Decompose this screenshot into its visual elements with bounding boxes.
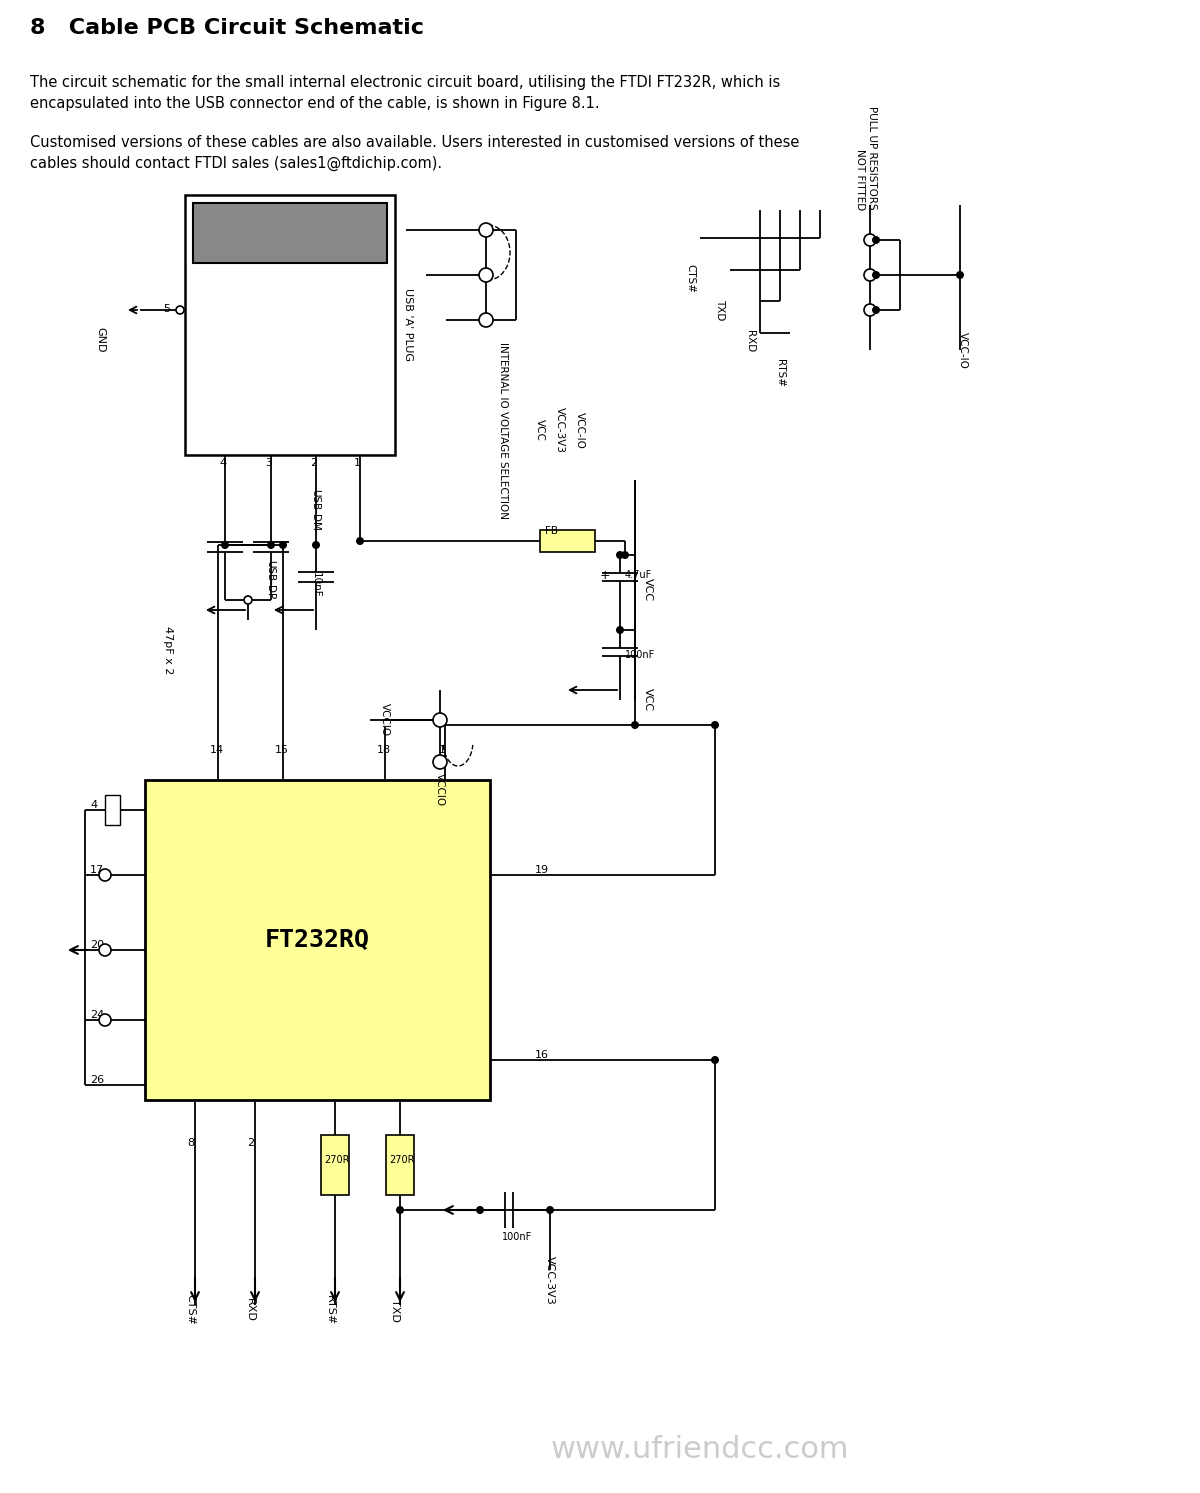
Text: 8   Cable PCB Circuit Schematic: 8 Cable PCB Circuit Schematic (30, 18, 424, 37)
Text: +: + (600, 569, 611, 582)
Circle shape (872, 236, 880, 243)
Text: 3: 3 (265, 458, 272, 467)
Text: RTS#: RTS# (775, 358, 785, 387)
Circle shape (631, 721, 640, 729)
Circle shape (98, 944, 112, 956)
Text: VCC-3V3: VCC-3V3 (545, 1256, 554, 1305)
Text: 24: 24 (90, 1009, 104, 1020)
Text: 270R: 270R (324, 1156, 349, 1165)
Text: 4.7uF: 4.7uF (625, 570, 653, 579)
Circle shape (872, 306, 880, 314)
Bar (540, 530, 595, 552)
Text: FT232RQ: FT232RQ (264, 929, 370, 953)
Circle shape (864, 305, 876, 317)
Text: 18: 18 (377, 745, 391, 755)
Circle shape (956, 272, 964, 279)
Text: 1: 1 (439, 745, 446, 755)
Text: GND: GND (95, 327, 106, 352)
Bar (322, 1135, 349, 1194)
Text: USB-DM: USB-DM (310, 490, 320, 532)
Circle shape (266, 540, 275, 549)
Text: 5: 5 (163, 305, 170, 314)
Text: www.ufriendcc.com: www.ufriendcc.com (551, 1435, 850, 1465)
Text: FB: FB (545, 526, 558, 536)
Circle shape (479, 222, 493, 237)
Text: PULL UP RESISTORS
NOT FITTED: PULL UP RESISTORS NOT FITTED (854, 106, 876, 211)
Text: RXD: RXD (245, 1297, 256, 1321)
Circle shape (98, 1014, 112, 1026)
Circle shape (98, 869, 112, 881)
Circle shape (479, 269, 493, 282)
Circle shape (864, 269, 876, 281)
Circle shape (396, 1206, 404, 1214)
Text: 14: 14 (210, 745, 224, 755)
Text: 270R: 270R (389, 1156, 414, 1165)
Text: 100nF: 100nF (502, 1232, 533, 1242)
Text: VCC-3V3: VCC-3V3 (554, 408, 565, 452)
Circle shape (476, 1206, 484, 1214)
Circle shape (176, 306, 184, 314)
Text: 16: 16 (535, 1050, 550, 1060)
Circle shape (221, 540, 229, 549)
Text: 19: 19 (535, 864, 550, 875)
Text: 26: 26 (90, 1075, 104, 1085)
Circle shape (312, 540, 320, 549)
Text: 8: 8 (187, 1138, 194, 1148)
Circle shape (278, 540, 287, 549)
Text: USB-DP: USB-DP (265, 560, 275, 600)
Text: Customised versions of these cables are also available. Users interested in cust: Customised versions of these cables are … (30, 134, 799, 172)
Circle shape (546, 1206, 554, 1214)
Text: 4: 4 (90, 800, 97, 811)
Text: 47pF x 2: 47pF x 2 (163, 626, 173, 675)
Text: 2: 2 (310, 458, 317, 467)
Text: The circuit schematic for the small internal electronic circuit board, utilising: The circuit schematic for the small inte… (30, 75, 780, 110)
Text: INTERNAL IO VOLTAGE SELECTION: INTERNAL IO VOLTAGE SELECTION (498, 342, 508, 518)
Circle shape (616, 626, 624, 635)
Circle shape (433, 714, 446, 727)
Text: CTS#: CTS# (685, 263, 695, 293)
Text: CTS#: CTS# (185, 1294, 194, 1326)
Circle shape (433, 755, 446, 769)
Circle shape (622, 551, 629, 558)
Bar (193, 203, 386, 263)
Text: VCC: VCC (643, 688, 653, 712)
Text: 32: 32 (326, 1138, 341, 1148)
Circle shape (356, 537, 364, 545)
Text: 4: 4 (220, 458, 226, 467)
Text: 30: 30 (392, 1138, 406, 1148)
Text: VCC: VCC (643, 578, 653, 602)
Text: VCCIO: VCCIO (380, 703, 390, 736)
Text: VCCIO: VCCIO (436, 773, 445, 806)
Text: 20: 20 (90, 941, 104, 950)
Text: 100nF: 100nF (625, 649, 655, 660)
Circle shape (479, 314, 493, 327)
Text: VCC-IO: VCC-IO (575, 412, 586, 448)
Text: RXD: RXD (745, 330, 755, 352)
Circle shape (710, 1056, 719, 1065)
Text: 2: 2 (247, 1138, 254, 1148)
Text: 15: 15 (275, 745, 289, 755)
Text: TXD: TXD (715, 299, 725, 321)
Bar (145, 779, 490, 1100)
Text: USB 'A' PLUG: USB 'A' PLUG (403, 288, 413, 361)
Circle shape (864, 234, 876, 246)
Text: TXD: TXD (390, 1299, 400, 1321)
Circle shape (710, 721, 719, 729)
Circle shape (616, 551, 624, 558)
Bar (106, 794, 120, 826)
Bar (386, 1135, 414, 1194)
Circle shape (872, 272, 880, 279)
Text: 17: 17 (90, 864, 104, 875)
Text: 1: 1 (354, 458, 361, 467)
Circle shape (244, 596, 252, 605)
Bar (185, 196, 395, 455)
Text: 10nF: 10nF (311, 572, 322, 597)
Text: VCC-IO: VCC-IO (958, 331, 968, 369)
Text: VCC: VCC (535, 420, 545, 440)
Text: RTS#: RTS# (325, 1294, 335, 1326)
